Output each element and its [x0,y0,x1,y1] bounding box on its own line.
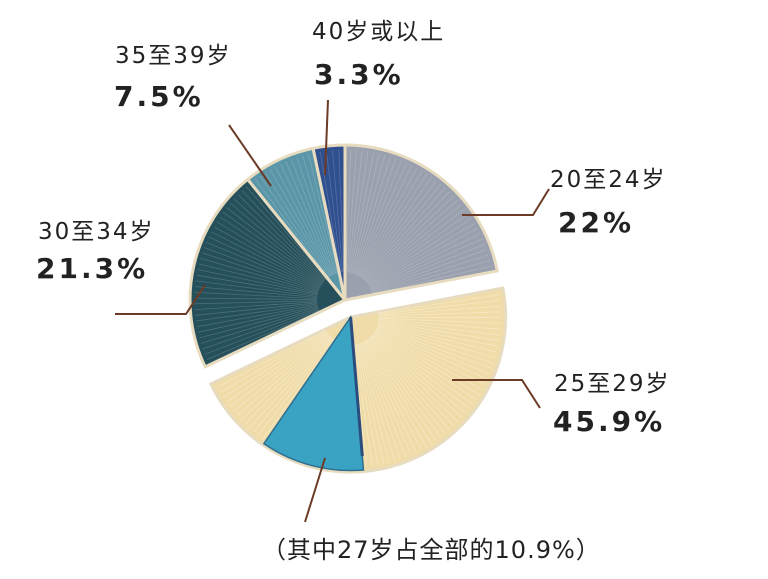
leader-line-20-24 [462,188,550,216]
label-category-20-24: 20至24岁 [550,167,667,193]
sub-slice-edge [349,316,364,457]
leader-line-27 [304,457,326,523]
label-value-40-plus: 3.3% [314,58,404,91]
leader-line-30-34 [115,284,206,315]
label-category-40-plus: 40岁或以上 [312,19,446,45]
slice-texture-30-34 [194,186,328,360]
label-annotation-27: （其中27岁占全部的10.9%） [262,536,601,564]
leader-lines [115,99,550,523]
slice-texture-35-39 [254,154,339,278]
pie-slices [188,143,508,474]
label-value-25-29: 45.9% [553,405,666,438]
slice-texture-40-plus [319,149,345,273]
pie-slice-20-24 [343,143,500,302]
label-category-35-39: 35至39岁 [115,43,232,69]
slice-texture-20-24 [345,149,492,295]
leader-line-40-plus [324,99,329,176]
label-value-35-39: 7.5% [114,80,204,113]
pie-slice-30-34 [188,177,348,369]
label-value-30-34: 21.3% [36,252,149,285]
pie-sub-slice-27 [262,314,365,472]
leader-line-25-29 [452,379,541,409]
pie-slice-40-plus [311,143,347,301]
label-category-30-34: 30至34岁 [38,219,155,245]
leader-line-35-39 [228,124,272,187]
label-category-25-29: 25至29岁 [554,371,671,397]
label-value-20-24: 22% [558,206,635,239]
